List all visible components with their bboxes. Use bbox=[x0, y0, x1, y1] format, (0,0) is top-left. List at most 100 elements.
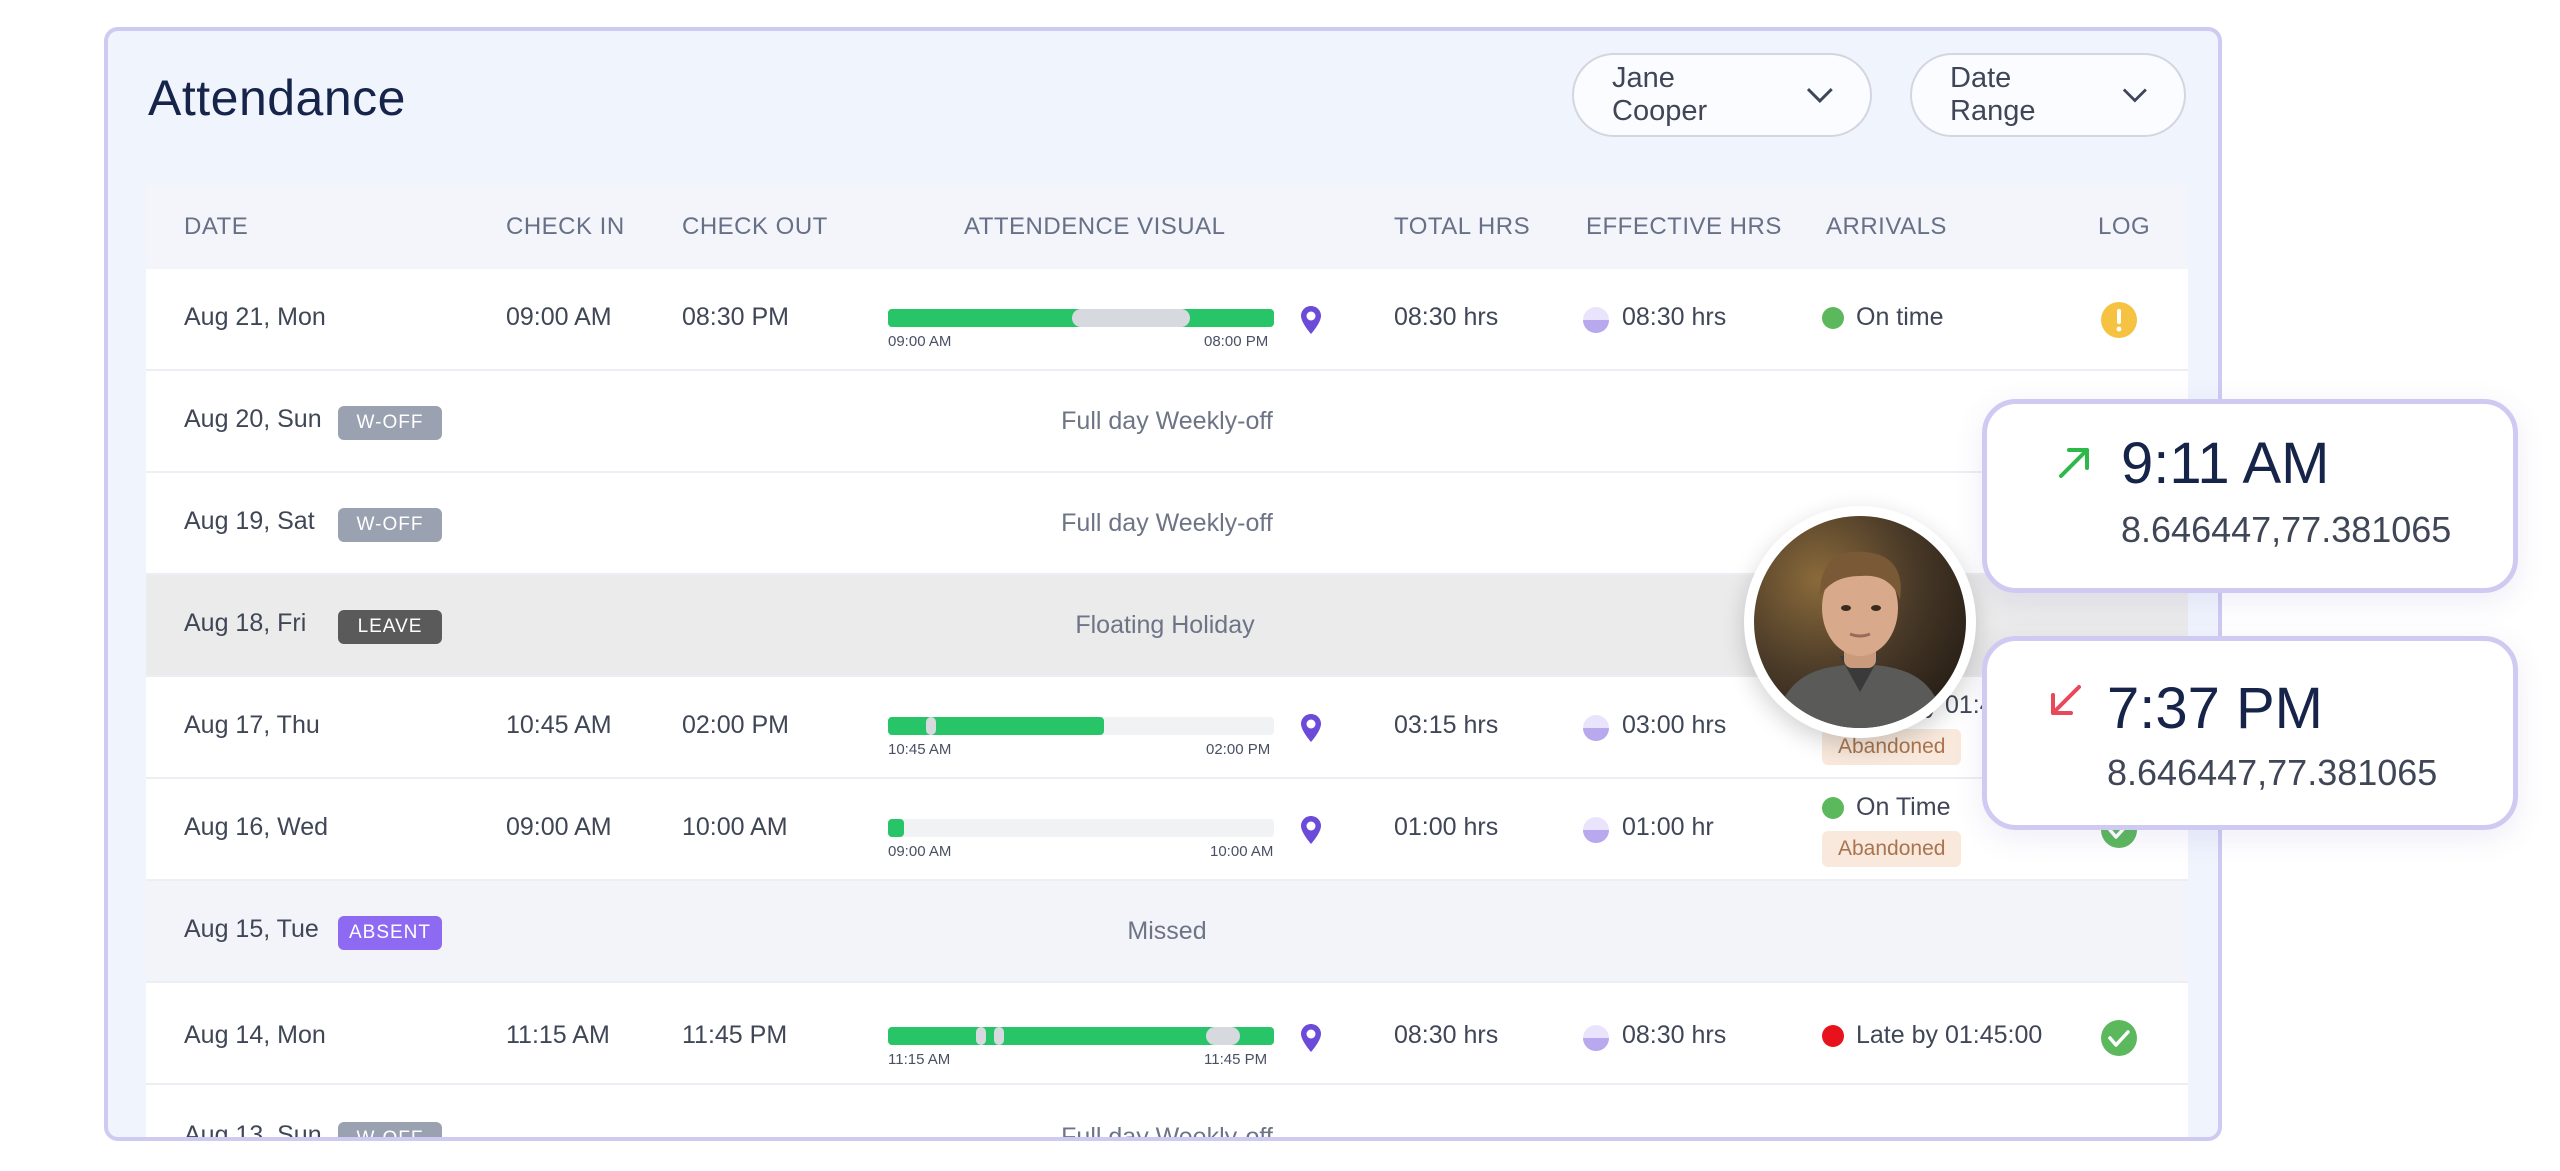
location-pin-icon[interactable] bbox=[1300, 305, 1322, 335]
weekly-off-badge: W-OFF bbox=[338, 508, 442, 542]
day-message: Missed bbox=[1127, 917, 1207, 945]
check-out-time: 10:00 AM bbox=[682, 813, 788, 841]
day-message: Full day Weekly-off bbox=[1061, 509, 1273, 537]
bar-end-label: 08:00 PM bbox=[1204, 333, 1269, 350]
bar-start-label: 10:45 AM bbox=[888, 741, 952, 758]
total-hours: 03:15 hrs bbox=[1394, 711, 1499, 739]
attendance-bar[interactable] bbox=[888, 819, 1274, 837]
status-dot bbox=[1822, 1025, 1844, 1047]
total-hours: 08:30 hrs bbox=[1394, 303, 1499, 331]
row-date: Aug 17, Thu bbox=[184, 711, 320, 739]
col-log[interactable]: LOG bbox=[2098, 213, 2151, 240]
total-hours: 01:00 hrs bbox=[1394, 813, 1499, 841]
col-attendance-visual[interactable]: ATTENDENCE VISUAL bbox=[964, 213, 1226, 240]
check-out-time: 02:00 PM bbox=[682, 711, 790, 739]
row-date: Aug 16, Wed bbox=[184, 813, 329, 841]
bar-start-label: 09:00 AM bbox=[888, 843, 952, 860]
effective-hours: 01:00 hr bbox=[1622, 813, 1714, 841]
check-in-time: 10:45 AM bbox=[506, 711, 612, 739]
effective-hours: 03:00 hrs bbox=[1622, 711, 1727, 739]
arrow-up-right-icon bbox=[2059, 448, 2089, 478]
day-message: Full day Weekly-off bbox=[1061, 1123, 1273, 1141]
row-date: Aug 14, Mon bbox=[184, 1021, 326, 1049]
check-in-time: 09:00 AM bbox=[506, 303, 612, 331]
attendance-bar-break bbox=[1206, 1027, 1240, 1045]
half-circle-icon bbox=[1583, 715, 1609, 741]
chevron-down-icon bbox=[2123, 88, 2148, 103]
attendance-bar-break bbox=[994, 1027, 1004, 1045]
attendance-bar[interactable] bbox=[888, 717, 1274, 735]
arrow-down-left-icon bbox=[2051, 685, 2081, 715]
check-in-time: 09:00 AM bbox=[506, 813, 612, 841]
check-in-time: 11:15 AM bbox=[506, 1021, 610, 1049]
chevron-down-icon bbox=[1807, 88, 1834, 103]
check-in-card[interactable]: 9:11 AM 8.646447,77.381065 bbox=[1982, 399, 2518, 593]
attendance-bar-break bbox=[1072, 309, 1190, 327]
location-pin-icon[interactable] bbox=[1300, 815, 1322, 845]
col-date[interactable]: DATE bbox=[184, 213, 249, 240]
half-circle-icon bbox=[1583, 1025, 1609, 1051]
attendance-bar[interactable] bbox=[888, 1027, 1274, 1045]
table-row[interactable]: Aug 21, Mon 09:00 AM 08:30 PM 09:00 AM 0… bbox=[146, 269, 2188, 371]
row-date: Aug 13, Sun bbox=[184, 1121, 322, 1141]
table-row[interactable]: Aug 14, Mon 11:15 AM 11:45 PM 11:15 AM 1… bbox=[146, 983, 2188, 1085]
absent-badge: ABSENT bbox=[338, 916, 442, 950]
attendance-bar-break bbox=[976, 1027, 986, 1045]
table-row[interactable]: Aug 13, Sun W-OFF Full day Weekly-off bbox=[146, 1087, 2188, 1141]
effective-hours: 08:30 hrs bbox=[1622, 1021, 1727, 1049]
status-dot bbox=[1822, 797, 1844, 819]
row-date: Aug 20, Sun bbox=[184, 405, 322, 433]
leave-badge: LEAVE bbox=[338, 610, 442, 644]
arrival-status: Late by 01:45:00 bbox=[1856, 1021, 2043, 1049]
col-check-out[interactable]: CHECK OUT bbox=[682, 213, 828, 240]
page-title: Attendance bbox=[148, 70, 406, 126]
check-in-time-large: 9:11 AM bbox=[2121, 431, 2330, 496]
bar-start-label: 09:00 AM bbox=[888, 333, 952, 350]
attendance-bar-fill bbox=[888, 717, 1104, 735]
half-circle-icon bbox=[1583, 307, 1609, 333]
bar-end-label: 11:45 PM bbox=[1204, 1051, 1268, 1068]
bar-start-label: 11:15 AM bbox=[888, 1051, 951, 1068]
location-pin-icon[interactable] bbox=[1300, 713, 1322, 743]
day-message: Floating Holiday bbox=[1075, 611, 1255, 639]
attendance-bar-break bbox=[926, 717, 936, 735]
row-date: Aug 15, Tue bbox=[184, 915, 319, 943]
status-dot bbox=[1822, 307, 1844, 329]
row-date: Aug 19, Sat bbox=[184, 507, 315, 535]
table-row[interactable]: Aug 20, Sun W-OFF Full day Weekly-off bbox=[146, 371, 2188, 473]
location-pin-icon[interactable] bbox=[1300, 1023, 1322, 1053]
col-effective-hrs[interactable]: EFFECTIVE HRS bbox=[1586, 213, 1782, 240]
check-in-coordinates: 8.646447,77.381065 bbox=[2121, 509, 2452, 550]
half-circle-icon bbox=[1583, 817, 1609, 843]
row-date: Aug 18, Fri bbox=[184, 609, 307, 637]
attendance-bar-fill bbox=[888, 819, 904, 837]
bar-end-label: 10:00 AM bbox=[1210, 843, 1274, 860]
attendance-bar[interactable] bbox=[888, 309, 1274, 327]
abandoned-tag: Abandoned bbox=[1822, 831, 1962, 867]
arrival-status: On time bbox=[1856, 303, 1944, 331]
effective-hours: 08:30 hrs bbox=[1622, 303, 1727, 331]
col-check-in[interactable]: CHECK IN bbox=[506, 213, 625, 240]
avatar[interactable] bbox=[1744, 506, 1976, 738]
table-row[interactable]: Aug 16, Wed 09:00 AM 10:00 AM 09:00 AM 1… bbox=[146, 779, 2188, 881]
warning-icon[interactable] bbox=[2100, 301, 2138, 339]
date-range-dropdown-label: Date Range bbox=[1950, 62, 2036, 127]
date-range-dropdown[interactable]: Date Range bbox=[1910, 53, 2186, 137]
row-date: Aug 21, Mon bbox=[184, 303, 326, 331]
bar-end-label: 02:00 PM bbox=[1206, 741, 1271, 758]
check-out-time: 08:30 PM bbox=[682, 303, 790, 331]
col-arrivals[interactable]: ARRIVALS bbox=[1826, 213, 1947, 240]
arrival-status: On Time bbox=[1856, 793, 1951, 821]
check-out-time: 11:45 PM bbox=[682, 1021, 788, 1049]
day-message: Full day Weekly-off bbox=[1061, 407, 1273, 435]
check-circle-icon[interactable] bbox=[2100, 1019, 2138, 1057]
check-out-card[interactable]: 7:37 PM 8.646447,77.381065 bbox=[1982, 636, 2518, 830]
employee-dropdown[interactable]: Jane Cooper bbox=[1572, 53, 1872, 137]
table-row[interactable]: Aug 15, Tue ABSENT Missed bbox=[146, 881, 2188, 983]
table-header: DATE CHECK IN CHECK OUT ATTENDENCE VISUA… bbox=[146, 183, 2188, 269]
col-total-hrs[interactable]: TOTAL HRS bbox=[1394, 213, 1531, 240]
check-out-time-large: 7:37 PM bbox=[2107, 676, 2323, 741]
weekly-off-badge: W-OFF bbox=[338, 406, 442, 440]
employee-dropdown-label: Jane Cooper bbox=[1612, 62, 1708, 127]
total-hours: 08:30 hrs bbox=[1394, 1021, 1499, 1049]
